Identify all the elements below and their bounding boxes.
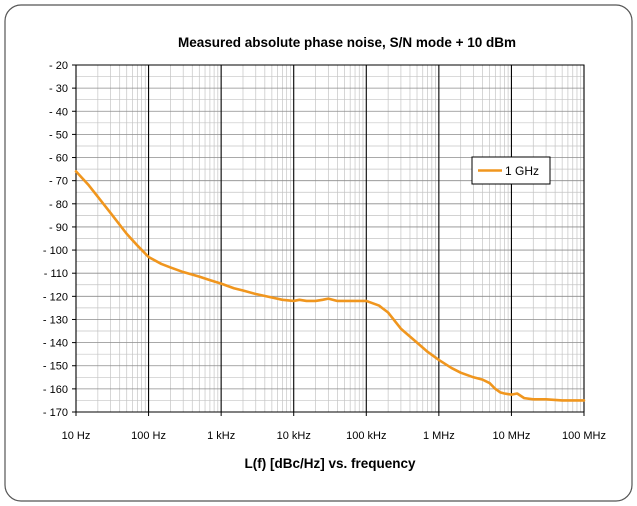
y-tick-label: - 90: [49, 222, 68, 234]
x-tick-label: 100 kHz: [346, 430, 386, 442]
y-tick-label: - 170: [43, 407, 68, 419]
y-tick-label: - 130: [43, 314, 68, 326]
y-tick-label: - 50: [49, 129, 68, 141]
y-tick-label: - 20: [49, 60, 68, 72]
y-axis-ticks: - 20 - 30 - 40 - 50 - 60 - 70 - 80 - 90 - 100 - 1…: [43, 60, 76, 419]
x-tick-label: 10 kHz: [277, 430, 311, 442]
y-tick-label: - 160: [43, 384, 68, 396]
y-tick-label: - 110: [44, 268, 68, 280]
y-tick-label: - 60: [49, 153, 68, 165]
chart-title: Measured absolute phase noise, S/N mode …: [178, 35, 516, 50]
y-tick-label: - 40: [49, 106, 68, 118]
y-tick-label: - 120: [43, 291, 68, 303]
x-tick-label: 10 Hz: [62, 430, 91, 442]
x-tick-label: 1 MHz: [423, 430, 455, 442]
y-tick-label: - 80: [49, 199, 68, 211]
y-tick-label: - 30: [49, 83, 68, 95]
x-tick-label: 10 MHz: [492, 430, 530, 442]
y-tick-label: - 140: [43, 338, 68, 350]
minor-grid: [76, 65, 584, 412]
x-tick-label: 100 Hz: [131, 430, 166, 442]
y-tick-label: - 100: [43, 245, 68, 257]
x-tick-label: 100 MHz: [562, 430, 606, 442]
series-line-1ghz: [74, 170, 586, 402]
y-tick-label: - 150: [43, 361, 68, 373]
legend: 1 GHz: [471, 156, 551, 185]
x-tick-label: 1 kHz: [207, 430, 235, 442]
y-tick-label: - 70: [49, 176, 68, 188]
plot-border: [75, 64, 585, 413]
legend-label: 1 GHz: [505, 164, 539, 178]
x-axis-label: L(f) [dBc/Hz] vs. frequency: [244, 456, 416, 471]
x-axis-ticks: 10 Hz 100 Hz 1 kHz 10 kHz 100 kHz 1 MHz 10 MHz…: [62, 412, 606, 442]
